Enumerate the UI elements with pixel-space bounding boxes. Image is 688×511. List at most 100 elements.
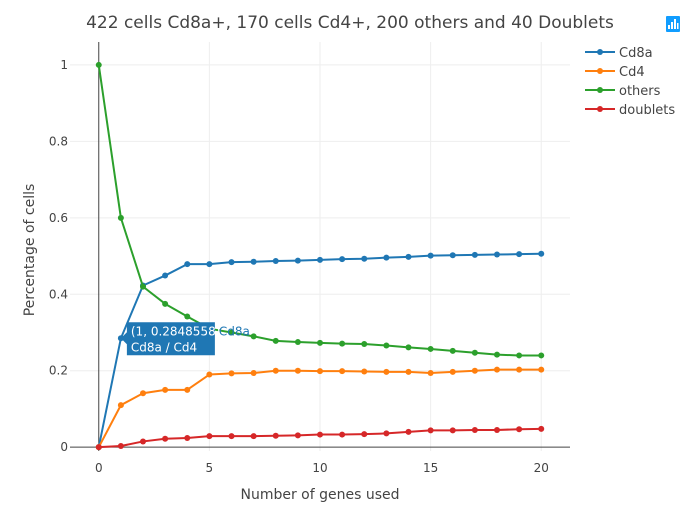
data-point[interactable] [449,252,456,259]
data-point[interactable] [339,340,346,347]
legend-item-cd8a[interactable]: Cd8a [585,46,653,61]
data-point[interactable] [516,251,523,258]
legend-label: Cd4 [619,65,645,80]
data-point[interactable] [339,431,346,438]
data-point[interactable] [383,430,390,437]
data-point[interactable] [317,431,323,438]
modebar-bar [674,19,676,29]
y-axis-label: Percentage of cells [22,184,38,317]
data-point[interactable] [493,366,500,373]
data-point[interactable] [383,254,390,261]
data-point[interactable] [339,368,346,375]
y-tick-label: 0 [60,440,68,454]
hover-coords: (1, 0.2848558) [131,324,221,338]
data-point[interactable] [184,261,191,268]
data-point[interactable] [294,432,301,439]
data-point[interactable] [427,252,434,259]
data-point[interactable] [184,435,191,442]
data-point[interactable] [272,337,279,344]
data-point[interactable] [361,255,368,262]
data-point[interactable] [117,214,124,221]
data-point[interactable] [383,368,390,375]
data-point[interactable] [250,433,257,440]
data-point[interactable] [427,370,434,377]
data-point[interactable] [538,366,545,373]
data-point[interactable] [294,339,301,346]
x-tick-label: 10 [312,461,327,475]
data-point[interactable] [117,402,124,409]
series-doublets[interactable] [95,425,545,451]
data-point[interactable] [427,345,434,352]
data-point[interactable] [516,426,523,433]
data-point[interactable] [95,444,102,451]
data-point[interactable] [471,367,478,374]
series-layer[interactable] [95,61,545,451]
data-point[interactable] [317,256,323,263]
data-point[interactable] [516,366,523,373]
data-point[interactable] [272,432,279,439]
legend-item-doublets[interactable]: doublets [585,103,675,118]
hover-tooltip: (1, 0.2848558) Cd8a / Cd4 Cd8a [120,322,250,356]
data-point[interactable] [538,425,545,432]
data-point[interactable] [294,257,301,264]
data-point[interactable] [383,342,390,349]
legend-label: Cd8a [619,46,653,61]
data-point[interactable] [405,368,412,375]
data-point[interactable] [250,333,257,340]
data-point[interactable] [493,351,500,358]
data-point[interactable] [405,344,412,351]
data-point[interactable] [272,258,279,265]
series-others[interactable] [95,61,545,359]
plotly-logo-icon[interactable] [666,16,680,32]
legend-item-others[interactable]: others [585,84,661,99]
data-point[interactable] [493,426,500,433]
data-point[interactable] [184,386,191,393]
data-point[interactable] [228,370,235,377]
series-cd4[interactable] [95,366,545,451]
data-point[interactable] [228,329,235,336]
data-point[interactable] [471,251,478,258]
data-point[interactable] [339,256,346,263]
data-point[interactable] [405,428,412,435]
data-point[interactable] [228,259,235,266]
legend-marker [597,49,603,55]
data-point[interactable] [538,352,545,359]
data-point[interactable] [361,340,368,347]
data-point[interactable] [162,272,169,279]
data-point[interactable] [250,258,257,265]
data-point[interactable] [184,313,191,320]
data-point[interactable] [361,368,368,375]
modebar-bar [671,22,673,29]
data-point[interactable] [538,250,545,257]
data-point[interactable] [162,435,169,442]
data-point[interactable] [361,431,368,438]
legend[interactable]: Cd8a Cd4 others doublets [585,46,675,118]
data-point[interactable] [95,61,102,68]
data-point[interactable] [272,367,279,374]
data-point[interactable] [471,426,478,433]
data-point[interactable] [206,433,213,440]
data-point[interactable] [162,386,169,393]
data-point[interactable] [317,368,323,375]
data-point[interactable] [140,283,147,290]
data-point[interactable] [317,339,323,346]
data-point[interactable] [449,427,456,434]
data-point[interactable] [427,427,434,434]
data-point[interactable] [471,349,478,356]
data-point[interactable] [162,300,169,307]
data-point[interactable] [405,253,412,260]
data-point[interactable] [228,433,235,440]
data-point[interactable] [206,261,213,268]
data-point[interactable] [206,371,213,378]
data-point[interactable] [516,352,523,359]
data-point[interactable] [140,390,147,397]
data-point[interactable] [493,251,500,258]
data-point[interactable] [449,347,456,354]
tick-labels: 0 5 10 15 20 0 0.2 0.4 0.6 0.8 1 [49,58,549,475]
data-point[interactable] [449,368,456,375]
data-point[interactable] [140,438,147,445]
data-point[interactable] [250,370,257,377]
legend-item-cd4[interactable]: Cd4 [585,65,645,80]
data-point[interactable] [294,367,301,374]
data-point[interactable] [117,443,124,450]
